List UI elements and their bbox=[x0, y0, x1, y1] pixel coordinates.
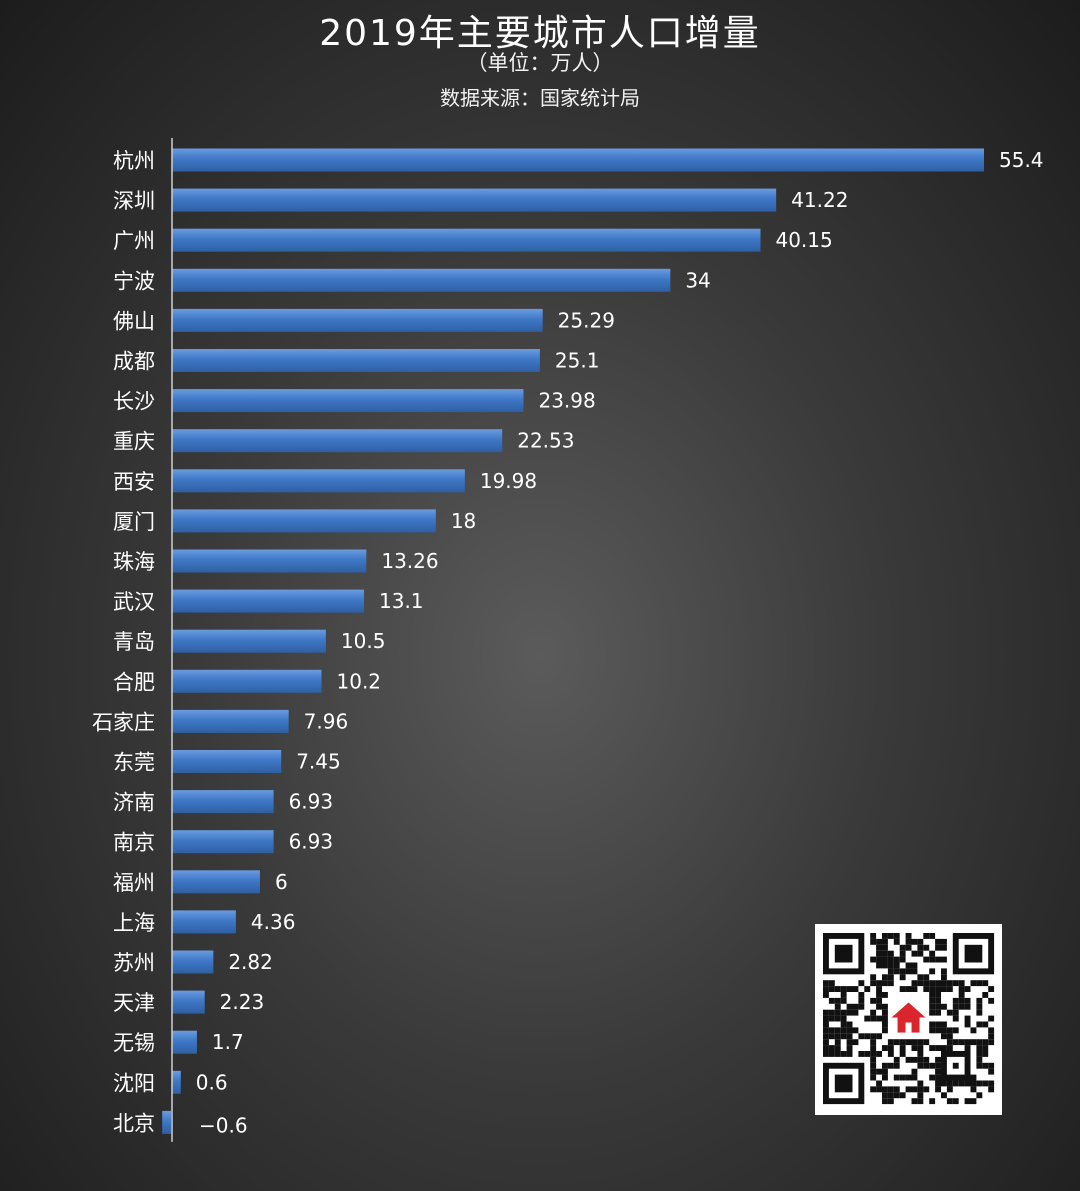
data-label: 23.98 bbox=[538, 389, 595, 413]
data-label: 6.93 bbox=[289, 790, 334, 814]
category-label: 深圳 bbox=[113, 189, 155, 213]
bar-南京 bbox=[172, 830, 274, 854]
bar-西安 bbox=[172, 469, 465, 493]
data-label: 22.53 bbox=[517, 429, 574, 453]
bar-杭州 bbox=[172, 148, 984, 172]
data-label: 7.45 bbox=[296, 750, 341, 774]
category-label: 济南 bbox=[113, 791, 155, 815]
data-label: 10.5 bbox=[341, 629, 386, 653]
bar-深圳 bbox=[172, 188, 777, 212]
category-label: 宁波 bbox=[113, 269, 155, 293]
chart-title: 2019年主要城市人口增量 bbox=[319, 13, 761, 54]
category-label: 珠海 bbox=[113, 550, 155, 574]
data-label: 6 bbox=[275, 870, 288, 894]
category-label: 合肥 bbox=[113, 670, 155, 694]
category-label: 青岛 bbox=[113, 630, 155, 654]
category-label: 重庆 bbox=[113, 430, 155, 454]
bar-武汉 bbox=[172, 589, 365, 613]
category-label: 石家庄 bbox=[92, 710, 155, 734]
qr-code-icon bbox=[815, 924, 1002, 1115]
data-label: 0.6 bbox=[196, 1070, 228, 1094]
bar-福州 bbox=[172, 870, 260, 894]
data-label: 25.1 bbox=[555, 349, 600, 373]
data-label: 34 bbox=[685, 268, 710, 292]
category-label: 苏州 bbox=[113, 951, 155, 975]
data-label: 18 bbox=[451, 509, 476, 533]
bar-上海 bbox=[172, 910, 236, 934]
bar-天津 bbox=[172, 990, 205, 1014]
bar-北京 bbox=[162, 1110, 171, 1134]
category-label: 东莞 bbox=[113, 751, 155, 775]
data-label: 41.22 bbox=[791, 188, 848, 212]
bar-重庆 bbox=[172, 429, 503, 453]
data-label: 6.93 bbox=[289, 830, 334, 854]
data-label: 13.1 bbox=[379, 589, 424, 613]
data-label: 25.29 bbox=[558, 308, 615, 332]
category-label: 西安 bbox=[113, 470, 155, 494]
chart-unit: （单位：万人） bbox=[466, 51, 614, 75]
chart-source: 数据来源：国家统计局 bbox=[440, 86, 640, 110]
data-label: −0.6 bbox=[199, 1113, 248, 1137]
category-label: 天津 bbox=[113, 991, 155, 1015]
category-label: 上海 bbox=[113, 911, 155, 935]
bar-合肥 bbox=[172, 669, 322, 693]
bar-佛山 bbox=[172, 308, 543, 332]
data-label: 1.7 bbox=[212, 1030, 244, 1054]
category-label: 北京 bbox=[113, 1111, 155, 1135]
data-label: 2.82 bbox=[228, 950, 273, 974]
data-label: 2.23 bbox=[220, 990, 265, 1014]
category-label: 福州 bbox=[113, 871, 155, 895]
bar-长沙 bbox=[172, 389, 524, 413]
category-label: 无锡 bbox=[113, 1031, 155, 1055]
bar-沈阳 bbox=[172, 1070, 181, 1094]
bar-厦门 bbox=[172, 509, 436, 533]
category-label: 厦门 bbox=[113, 510, 155, 534]
category-label: 南京 bbox=[113, 831, 155, 855]
data-label: 13.26 bbox=[381, 549, 438, 573]
category-label: 广州 bbox=[113, 229, 155, 253]
bar-无锡 bbox=[172, 1030, 197, 1054]
bar-东莞 bbox=[172, 750, 282, 773]
category-label: 武汉 bbox=[113, 590, 155, 614]
bar-宁波 bbox=[172, 268, 671, 292]
bar-成都 bbox=[172, 349, 540, 372]
category-label: 杭州 bbox=[113, 149, 155, 173]
data-label: 40.15 bbox=[775, 228, 832, 252]
data-label: 55.4 bbox=[999, 148, 1044, 172]
bar-珠海 bbox=[172, 549, 367, 573]
data-label: 7.96 bbox=[304, 709, 349, 733]
data-label: 10.2 bbox=[337, 669, 382, 693]
data-label: 19.98 bbox=[480, 469, 537, 493]
category-label: 佛山 bbox=[113, 309, 155, 333]
bar-济南 bbox=[172, 790, 274, 814]
data-label: 4.36 bbox=[251, 910, 296, 934]
bar-青岛 bbox=[172, 629, 326, 653]
bar-广州 bbox=[172, 228, 761, 252]
category-label: 沈阳 bbox=[113, 1071, 155, 1095]
qr-code-graphic bbox=[823, 933, 995, 1105]
bar-苏州 bbox=[172, 950, 214, 974]
category-label: 长沙 bbox=[113, 390, 155, 414]
bar-石家庄 bbox=[172, 709, 289, 733]
category-label: 成都 bbox=[113, 350, 155, 374]
